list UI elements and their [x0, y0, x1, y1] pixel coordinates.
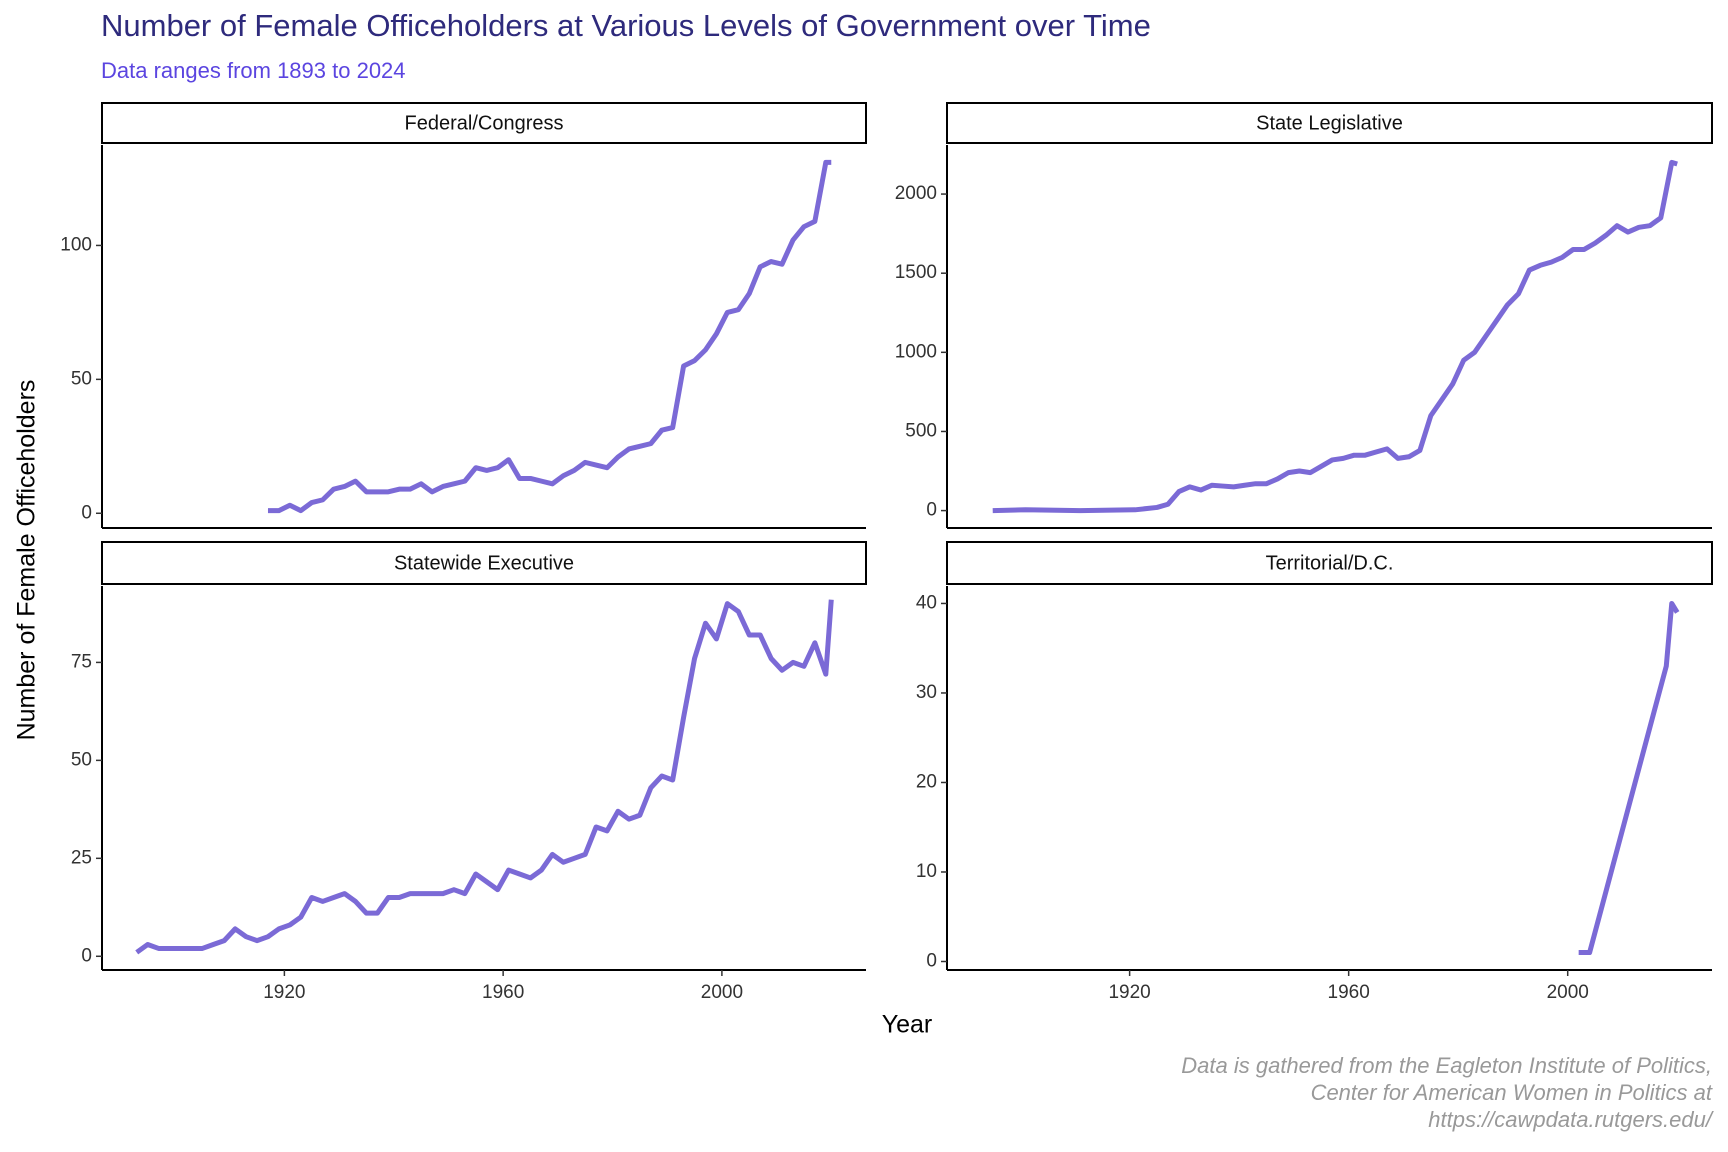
y-tick-label: 100: [60, 234, 92, 255]
y-tick-label: 0: [81, 502, 92, 523]
data-line: [135, 599, 834, 955]
y-tick-label: 2000: [895, 183, 937, 204]
data-line: [267, 159, 832, 514]
y-tick-label: 10: [916, 861, 937, 882]
y-tick-label: 0: [926, 500, 937, 521]
y-tick-label: 50: [71, 368, 92, 389]
y-tick-label: 1000: [895, 341, 937, 362]
x-tick-label: 1960: [482, 982, 524, 1003]
x-axis-title: Year: [882, 1011, 933, 1039]
strip-text: Statewide Executive: [394, 552, 574, 574]
y-tick-label: 30: [916, 682, 937, 703]
y-tick-label: 20: [916, 771, 937, 792]
y-tick-label: 0: [81, 945, 92, 966]
x-tick-label: 2000: [701, 982, 743, 1003]
strip-text: Territorial/D.C.: [1266, 552, 1394, 574]
y-tick-label: 75: [71, 651, 92, 672]
data-line: [1578, 600, 1680, 956]
facet-strip: [946, 102, 1713, 144]
x-tick-label: 1920: [1108, 982, 1150, 1003]
strip-text: Federal/Congress: [405, 112, 564, 134]
y-tick-label: 1500: [895, 262, 937, 283]
y-tick-label: 40: [916, 592, 937, 613]
y-tick-label: 25: [71, 847, 92, 868]
facet-strip: [101, 541, 867, 585]
y-tick-label: 0: [926, 951, 937, 972]
chart-subtitle: Data ranges from 1893 to 2024: [101, 58, 406, 83]
caption: Center for American Women in Politics at: [1311, 1080, 1713, 1105]
x-tick-label: 2000: [1547, 982, 1589, 1003]
x-tick-label: 1920: [263, 982, 305, 1003]
y-axis-title: Number of Female Officeholders: [13, 380, 41, 741]
y-tick-label: 500: [905, 420, 937, 441]
caption: Data is gathered from the Eagleton Insti…: [1181, 1053, 1712, 1078]
data-line: [992, 159, 1678, 514]
x-tick-label: 1960: [1328, 982, 1370, 1003]
chart-title: Number of Female Officeholders at Variou…: [101, 8, 1151, 43]
y-tick-label: 50: [71, 749, 92, 770]
facet-strip: [946, 541, 1713, 585]
strip-text: State Legislative: [1256, 112, 1403, 134]
facet-strip: [101, 102, 867, 144]
caption: https://cawpdata.rutgers.edu/: [1428, 1107, 1714, 1132]
